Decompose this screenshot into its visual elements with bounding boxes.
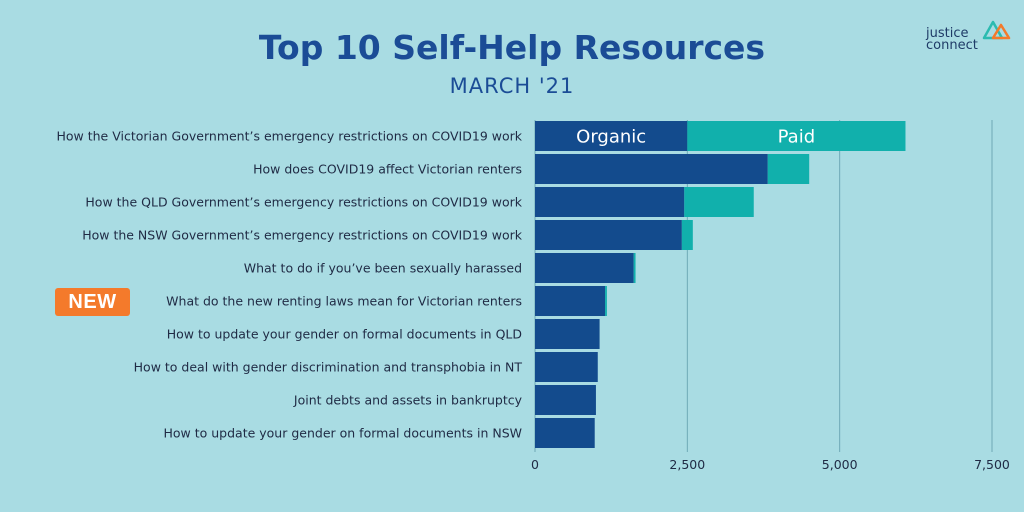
category-label-5: What do the new renting laws mean for Vi… <box>166 294 522 309</box>
bar-organic-7 <box>535 352 598 382</box>
category-label-4: What to do if you’ve been sexually haras… <box>244 261 522 276</box>
x-tick-label-1: 2,500 <box>669 457 705 472</box>
chart-title: Top 10 Self-Help Resources <box>258 28 766 67</box>
bar-organic-4 <box>535 253 634 283</box>
bar-paid-3 <box>681 220 693 250</box>
logo-text-line1: justice <box>926 26 969 41</box>
bar-organic-5 <box>535 286 606 316</box>
category-label-3: How the NSW Government’s emergency restr… <box>82 228 523 243</box>
bar-organic-2 <box>535 187 685 217</box>
x-tick-label-2: 5,000 <box>822 457 858 472</box>
legend-label-paid: Paid <box>778 127 816 148</box>
logo-text-line2: connect <box>926 38 978 53</box>
category-label-8: Joint debts and assets in bankruptcy <box>293 393 523 408</box>
justice-connect-logo: justice connect <box>926 12 1018 52</box>
x-tick-label-3: 7,500 <box>974 457 1010 472</box>
bar-paid-5 <box>605 286 607 316</box>
category-label-1: How does COVID19 affect Victorian renter… <box>253 162 522 177</box>
logo-triangles-icon <box>982 20 1011 40</box>
category-label-0: How the Victorian Government’s emergency… <box>56 129 522 144</box>
category-label-7: How to deal with gender discrimination a… <box>134 360 523 375</box>
bar-organic-6 <box>535 319 600 349</box>
bar-paid-0 <box>687 121 906 151</box>
bar-organic-1 <box>535 154 768 184</box>
category-label-9: How to update your gender on formal docu… <box>163 426 522 441</box>
legend-label-organic: Organic <box>576 127 646 148</box>
bar-organic-8 <box>535 385 596 415</box>
bar-paid-4 <box>633 253 636 283</box>
category-label-6: How to update your gender on formal docu… <box>167 327 522 342</box>
x-tick-label-0: 0 <box>531 457 539 472</box>
chart-subtitle: MARCH '21 <box>449 74 575 98</box>
bar-organic-3 <box>535 220 682 250</box>
category-label-2: How the QLD Government’s emergency restr… <box>85 195 522 210</box>
bar-paid-2 <box>684 187 754 217</box>
bar-organic-9 <box>535 418 595 448</box>
new-badge: NEW <box>55 288 130 316</box>
bar-paid-1 <box>767 154 810 184</box>
bar-organic-0 <box>535 121 688 151</box>
